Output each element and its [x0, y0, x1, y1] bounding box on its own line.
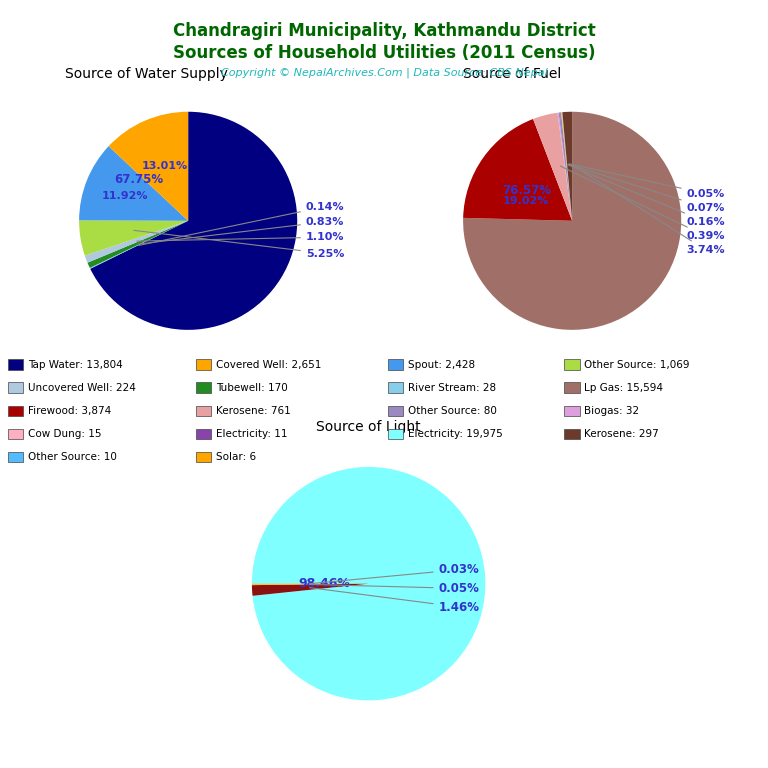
Text: 0.14%: 0.14% — [139, 202, 345, 246]
Text: 1.46%: 1.46% — [310, 588, 480, 614]
Text: Copyright © NepalArchives.Com | Data Source: CBS Nepal: Copyright © NepalArchives.Com | Data Sou… — [220, 68, 548, 78]
Wedge shape — [561, 112, 572, 221]
Text: 98.46%: 98.46% — [298, 578, 350, 590]
Text: Electricity: 11: Electricity: 11 — [216, 429, 287, 439]
Wedge shape — [79, 220, 188, 256]
Text: Tap Water: 13,804: Tap Water: 13,804 — [28, 359, 122, 370]
Wedge shape — [252, 584, 369, 596]
Text: Firewood: 3,874: Firewood: 3,874 — [28, 406, 111, 416]
Text: 11.92%: 11.92% — [102, 190, 148, 200]
Wedge shape — [79, 146, 188, 221]
Title: Source of Light: Source of Light — [316, 420, 421, 434]
Text: Cow Dung: 15: Cow Dung: 15 — [28, 429, 101, 439]
Text: Other Source: 10: Other Source: 10 — [28, 452, 117, 462]
Wedge shape — [463, 111, 681, 329]
Text: 0.05%: 0.05% — [569, 164, 725, 199]
Text: 0.83%: 0.83% — [138, 217, 344, 244]
Text: Uncovered Well: 224: Uncovered Well: 224 — [28, 382, 135, 393]
Text: 0.39%: 0.39% — [561, 166, 725, 241]
Text: River Stream: 28: River Stream: 28 — [408, 382, 496, 393]
Text: Source of Water Supply: Source of Water Supply — [65, 67, 228, 81]
Wedge shape — [108, 111, 188, 221]
Wedge shape — [90, 221, 188, 269]
Text: Kerosene: 761: Kerosene: 761 — [216, 406, 290, 416]
Wedge shape — [252, 467, 485, 700]
Wedge shape — [562, 111, 572, 221]
Text: 0.05%: 0.05% — [310, 582, 479, 595]
Wedge shape — [558, 113, 572, 221]
Text: 19.02%: 19.02% — [503, 196, 549, 206]
Wedge shape — [90, 111, 297, 329]
Text: Solar: 6: Solar: 6 — [216, 452, 256, 462]
Wedge shape — [533, 113, 572, 221]
Text: 0.03%: 0.03% — [310, 563, 479, 584]
Text: 0.07%: 0.07% — [568, 164, 725, 213]
Text: 3.74%: 3.74% — [572, 164, 725, 255]
Text: Electricity: 19,975: Electricity: 19,975 — [408, 429, 502, 439]
Text: Kerosene: 297: Kerosene: 297 — [584, 429, 659, 439]
Text: 5.25%: 5.25% — [134, 230, 344, 259]
Text: 67.75%: 67.75% — [114, 173, 164, 186]
Text: 1.10%: 1.10% — [137, 232, 344, 242]
Wedge shape — [84, 221, 188, 263]
Wedge shape — [88, 221, 188, 268]
Text: Chandragiri Municipality, Kathmandu District: Chandragiri Municipality, Kathmandu Dist… — [173, 22, 595, 39]
Text: Spout: 2,428: Spout: 2,428 — [408, 359, 475, 370]
Wedge shape — [562, 112, 572, 221]
Text: Lp Gas: 15,594: Lp Gas: 15,594 — [584, 382, 664, 393]
Wedge shape — [558, 112, 572, 221]
Text: Other Source: 80: Other Source: 80 — [408, 406, 497, 416]
Text: Sources of Household Utilities (2011 Census): Sources of Household Utilities (2011 Cen… — [173, 44, 595, 61]
Text: Source of Fuel: Source of Fuel — [463, 67, 561, 81]
Text: Other Source: 1,069: Other Source: 1,069 — [584, 359, 690, 370]
Wedge shape — [252, 584, 369, 585]
Text: Biogas: 32: Biogas: 32 — [584, 406, 640, 416]
Text: Tubewell: 170: Tubewell: 170 — [216, 382, 287, 393]
Wedge shape — [561, 112, 572, 221]
Wedge shape — [463, 119, 572, 221]
Text: 0.16%: 0.16% — [568, 164, 725, 227]
Text: 76.57%: 76.57% — [502, 184, 551, 197]
Text: Covered Well: 2,651: Covered Well: 2,651 — [216, 359, 321, 370]
Text: 13.01%: 13.01% — [141, 161, 187, 170]
